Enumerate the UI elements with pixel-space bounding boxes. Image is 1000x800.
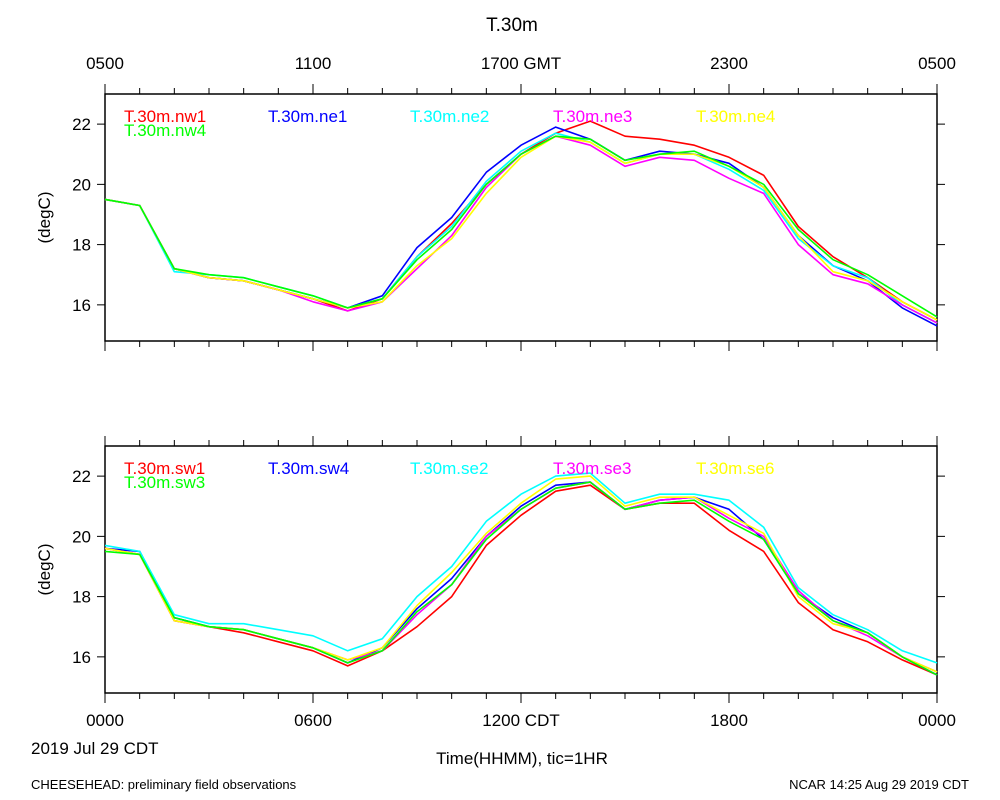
plot-frame <box>104 93 938 342</box>
bottom-axis-tick-labels: 0000 0600 1200 CDT 1800 0000 <box>86 711 956 730</box>
bottom-tick-label: 0000 <box>86 711 124 730</box>
legend-label: T.30m.se6 <box>696 459 774 478</box>
y-tick-label: 16 <box>72 648 91 667</box>
top-tick-label: 1100 <box>295 54 332 73</box>
top-axis-tick-labels: 0500 1100 1700 GMT 2300 0500 <box>86 54 956 73</box>
series-line <box>104 484 938 676</box>
y-tick-label: 20 <box>72 527 91 546</box>
y-tick-label: 22 <box>72 115 91 134</box>
footer-right: NCAR 14:25 Aug 29 2019 CDT <box>789 777 969 792</box>
bottom-tick-label: 0600 <box>294 711 332 730</box>
series-line <box>104 135 938 321</box>
legend-label: T.30m.nw4 <box>124 121 206 140</box>
legend-label: T.30m.ne4 <box>696 107 775 126</box>
upper-panel: 16 18 20 22 (degC) T.30m.nw1 T.30m.ne1 T.30m.ne… <box>35 84 945 351</box>
series-line <box>104 132 938 324</box>
y-tick-label: 20 <box>72 175 91 194</box>
series-line <box>104 472 938 664</box>
y-tick-label: 18 <box>72 236 91 255</box>
y-tick-label: 18 <box>72 588 91 607</box>
footer-left: CHEESEHEAD: preliminary field observatio… <box>31 777 297 792</box>
top-tick-label: 0500 <box>918 54 956 73</box>
series-line <box>104 481 938 673</box>
series-line <box>104 135 938 318</box>
bottom-tick-label: 1800 <box>710 711 748 730</box>
top-tick-label: 1700 GMT <box>481 54 561 73</box>
legend-label: T.30m.nw1 <box>124 107 206 126</box>
top-tick-label: 0500 <box>86 54 124 73</box>
legend-label: T.30m.sw4 <box>268 459 349 478</box>
legend-label: T.30m.sw3 <box>124 473 205 492</box>
y-axis-label: (degC) <box>35 544 54 596</box>
legend-label: T.30m.ne2 <box>410 107 489 126</box>
legend-label: T.30m.ne1 <box>268 107 347 126</box>
chart-title: T.30m <box>486 15 538 36</box>
top-tick-label: 2300 <box>710 54 748 73</box>
plot-frame <box>104 445 938 694</box>
y-tick-label: 16 <box>72 296 91 315</box>
legend-label: T.30m.se2 <box>410 459 488 478</box>
legend-label: T.30m.se3 <box>553 459 631 478</box>
x-axis-label: Time(HHMM), tic=1HR <box>436 749 608 768</box>
legend-label: T.30m.ne3 <box>553 107 632 126</box>
y-tick-label: 22 <box>72 467 91 486</box>
legend-label: T.30m.sw1 <box>124 459 205 478</box>
date-label: 2019 Jul 29 CDT <box>31 739 159 758</box>
y-axis-label: (degC) <box>35 192 54 244</box>
bottom-tick-label: 0000 <box>918 711 956 730</box>
series-line <box>104 481 938 676</box>
series-line <box>104 135 938 324</box>
series-line <box>104 481 938 676</box>
lower-panel: 16 18 20 22 (degC) T.30m.sw1 T.30m.sw4 T.30m.se… <box>35 436 945 703</box>
bottom-tick-label: 1200 CDT <box>482 711 559 730</box>
